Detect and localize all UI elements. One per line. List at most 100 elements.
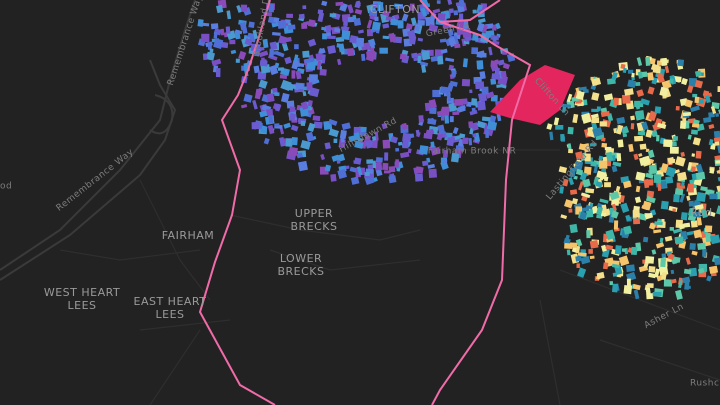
building <box>417 37 424 42</box>
building <box>263 137 270 145</box>
building <box>694 70 702 77</box>
building <box>415 129 420 135</box>
road <box>0 59 177 281</box>
building <box>611 263 620 269</box>
building <box>572 113 579 124</box>
building <box>449 116 454 123</box>
building <box>417 55 422 64</box>
building <box>620 63 626 70</box>
building <box>623 225 633 235</box>
building <box>353 17 362 27</box>
building <box>690 105 700 113</box>
building <box>645 287 651 296</box>
building <box>561 105 567 113</box>
building <box>291 59 300 70</box>
building <box>496 113 502 122</box>
building <box>421 50 431 61</box>
building <box>236 5 242 13</box>
building <box>673 194 680 203</box>
building <box>571 197 579 205</box>
building <box>655 242 665 249</box>
building <box>258 79 268 89</box>
building <box>618 255 630 267</box>
building <box>635 104 641 110</box>
building <box>338 43 345 53</box>
building <box>291 70 296 79</box>
building <box>440 160 449 170</box>
building <box>570 167 579 172</box>
building <box>420 0 429 8</box>
building <box>358 29 364 34</box>
building <box>563 237 571 245</box>
building <box>454 98 464 106</box>
building <box>371 21 381 31</box>
building <box>274 103 281 112</box>
building <box>580 192 591 199</box>
building <box>269 41 278 51</box>
place-label: BRECKS <box>277 265 324 278</box>
building <box>586 230 591 239</box>
building <box>656 135 660 142</box>
building <box>694 79 704 89</box>
building <box>691 250 698 256</box>
building <box>595 181 603 188</box>
building <box>336 160 341 164</box>
building <box>257 71 267 80</box>
building <box>372 139 378 149</box>
building <box>637 131 646 136</box>
building <box>690 220 698 228</box>
building <box>426 49 434 56</box>
building <box>566 249 571 256</box>
building <box>678 223 685 230</box>
building <box>588 249 593 254</box>
building <box>354 8 363 15</box>
building <box>590 85 597 91</box>
place-label: UPPER <box>295 207 333 220</box>
building <box>691 166 696 172</box>
building <box>333 138 338 144</box>
building <box>354 157 362 165</box>
building <box>462 58 468 68</box>
building <box>633 289 640 300</box>
building <box>320 153 325 161</box>
building <box>630 123 635 130</box>
building <box>613 220 619 230</box>
boundary-line <box>419 0 532 405</box>
building <box>267 124 275 135</box>
building <box>635 171 646 182</box>
building <box>476 120 486 129</box>
building <box>361 53 366 62</box>
building <box>477 17 486 24</box>
building <box>284 19 291 24</box>
place-label: WEST HEART <box>44 286 120 299</box>
building <box>490 78 497 85</box>
building <box>708 138 714 146</box>
building <box>697 242 706 251</box>
building <box>603 93 614 101</box>
building <box>382 139 391 149</box>
building <box>298 62 305 68</box>
building <box>671 257 680 264</box>
building <box>659 237 664 243</box>
building <box>714 257 720 266</box>
building <box>637 71 643 79</box>
building <box>596 214 603 219</box>
building <box>399 53 407 60</box>
building <box>680 151 685 157</box>
building <box>568 208 573 213</box>
building <box>390 18 399 26</box>
building <box>591 117 600 123</box>
building <box>654 268 660 278</box>
building <box>382 23 390 29</box>
building <box>459 133 466 139</box>
building <box>656 122 667 129</box>
building <box>395 147 400 152</box>
building <box>307 100 313 107</box>
building <box>428 168 438 178</box>
building <box>569 223 578 234</box>
building <box>627 69 634 74</box>
building <box>328 128 339 138</box>
building <box>472 9 477 14</box>
building <box>397 20 404 29</box>
